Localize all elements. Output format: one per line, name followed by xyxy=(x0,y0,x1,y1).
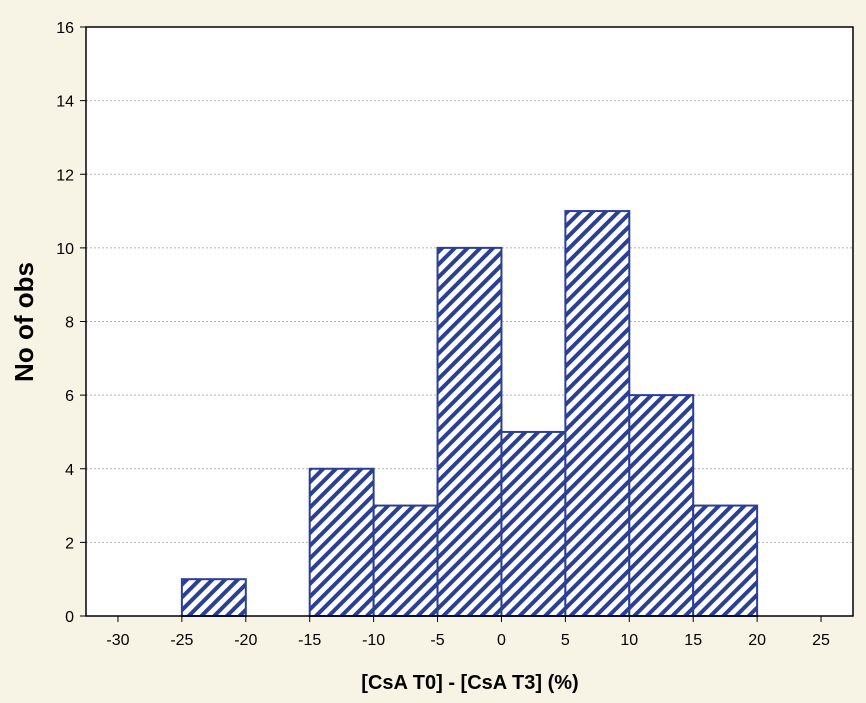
x-tick-label: -25 xyxy=(170,632,193,649)
x-tick-label: 20 xyxy=(748,632,766,649)
histogram-bar xyxy=(436,246,503,617)
x-tick-label: -30 xyxy=(106,632,129,649)
histogram-bar xyxy=(628,394,695,617)
y-tick-label: 10 xyxy=(56,241,74,258)
bars xyxy=(180,210,759,617)
axis-ticks: -30 -25 -20 -15 -10 -5 0 5 10 15 20 25 0 2 4 6 8 10 12 14 16 xyxy=(56,20,830,649)
x-tick-label: 25 xyxy=(812,632,830,649)
x-tick-label: 10 xyxy=(620,632,638,649)
y-tick-label: 6 xyxy=(65,388,74,405)
histogram-bar xyxy=(692,504,759,617)
x-tick-label: -15 xyxy=(298,632,321,649)
y-axis-title: No of obs xyxy=(9,262,39,382)
y-tick-label: 2 xyxy=(65,535,74,552)
y-tick-label: 14 xyxy=(56,94,74,111)
y-tick-label: 0 xyxy=(65,609,74,626)
histogram-bar xyxy=(308,467,375,617)
x-tick-label: 5 xyxy=(561,632,570,649)
x-tick-label: -20 xyxy=(234,632,257,649)
histogram-bar xyxy=(500,430,567,617)
y-tick-label: 8 xyxy=(65,315,74,332)
x-tick-label: -10 xyxy=(362,632,385,649)
y-tick-label: 4 xyxy=(65,462,74,479)
histogram-bar xyxy=(180,578,247,617)
x-axis-title: [CsA T0] - [CsA T3] (%) xyxy=(361,672,578,694)
y-tick-label: 16 xyxy=(56,20,74,37)
histogram-bar xyxy=(564,210,631,617)
x-tick-label: -5 xyxy=(430,632,444,649)
y-tick-label: 12 xyxy=(56,167,74,184)
x-tick-label: 15 xyxy=(684,632,702,649)
x-tick-label: 0 xyxy=(497,632,506,649)
histogram-bar xyxy=(372,504,439,617)
